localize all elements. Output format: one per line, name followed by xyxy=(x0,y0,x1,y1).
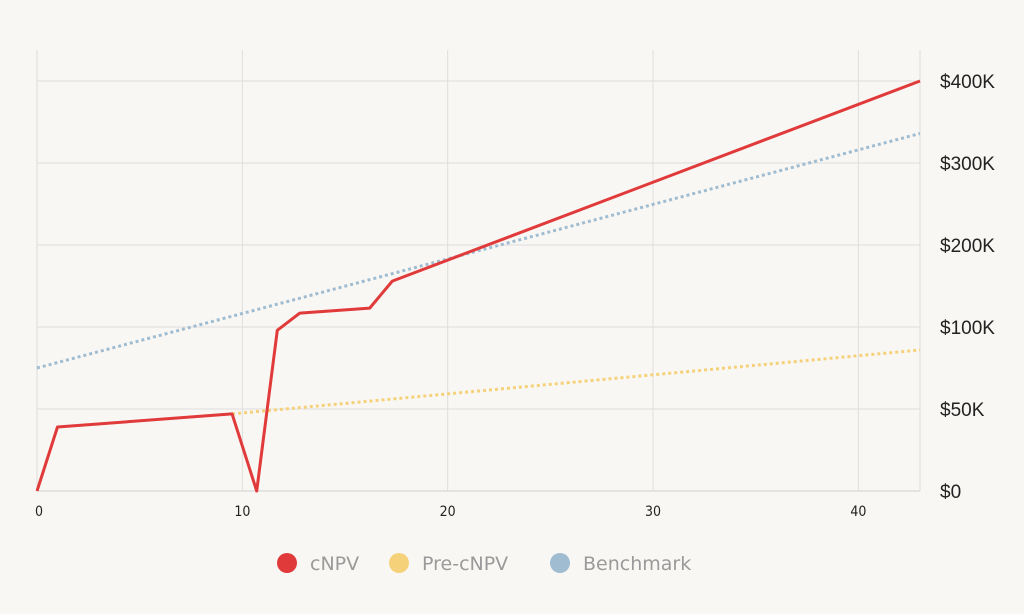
x-tick-label: 0 xyxy=(35,504,43,520)
series-lines xyxy=(35,79,921,493)
legend-marker-cnpv xyxy=(277,553,297,573)
series-line-pre-cnpv xyxy=(231,348,921,416)
x-tick-label: 40 xyxy=(850,504,866,520)
y-tick-label: $400K xyxy=(940,72,995,93)
legend-marker-benchmark xyxy=(550,553,570,573)
y-tick-label: $0 xyxy=(940,482,961,503)
y-axis-ticks: $0 $50K $100K $200K $300K $400K xyxy=(940,72,995,503)
legend-marker-pre-cnpv xyxy=(389,553,409,573)
y-tick-label: $100K xyxy=(940,318,995,339)
legend: cNPV Pre-cNPV Benchmark xyxy=(277,553,691,575)
legend-label-cnpv: cNPV xyxy=(310,553,359,575)
legend-label-benchmark: Benchmark xyxy=(583,553,691,575)
y-tick-label: $300K xyxy=(940,154,995,175)
x-tick-label: 10 xyxy=(234,504,250,520)
x-axis-ticks: 0 10 20 30 40 xyxy=(35,504,866,520)
series-line-benchmark xyxy=(36,132,921,370)
legend-label-pre-cnpv: Pre-cNPV xyxy=(422,553,508,575)
x-tick-label: 30 xyxy=(645,504,661,520)
y-tick-label: $50K xyxy=(940,400,985,421)
series-line-cnpv xyxy=(35,79,921,493)
grid-lines xyxy=(36,50,921,492)
x-tick-label: 20 xyxy=(440,504,456,520)
y-tick-label: $200K xyxy=(940,236,995,257)
